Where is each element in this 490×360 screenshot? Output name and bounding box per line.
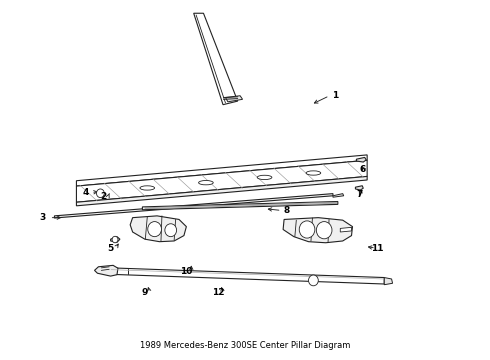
Text: 9: 9 bbox=[142, 288, 148, 297]
Text: 7: 7 bbox=[357, 190, 363, 199]
Text: 1989 Mercedes-Benz 300SE Center Pillar Diagram: 1989 Mercedes-Benz 300SE Center Pillar D… bbox=[140, 341, 350, 350]
Polygon shape bbox=[356, 157, 366, 162]
Ellipse shape bbox=[140, 186, 155, 190]
Text: 11: 11 bbox=[370, 244, 383, 253]
Polygon shape bbox=[340, 227, 351, 232]
Ellipse shape bbox=[148, 222, 161, 237]
Ellipse shape bbox=[317, 222, 332, 239]
Polygon shape bbox=[94, 187, 107, 198]
Ellipse shape bbox=[309, 275, 318, 286]
Polygon shape bbox=[95, 265, 118, 276]
Polygon shape bbox=[355, 186, 363, 190]
Text: 5: 5 bbox=[107, 244, 114, 253]
Text: 2: 2 bbox=[100, 192, 106, 201]
Ellipse shape bbox=[299, 221, 315, 238]
Polygon shape bbox=[54, 194, 333, 218]
Text: 12: 12 bbox=[212, 288, 224, 297]
Polygon shape bbox=[130, 216, 186, 242]
Text: 4: 4 bbox=[83, 188, 89, 197]
Ellipse shape bbox=[165, 224, 176, 237]
Ellipse shape bbox=[306, 171, 321, 175]
Text: 1: 1 bbox=[332, 91, 339, 100]
Polygon shape bbox=[111, 237, 120, 242]
Text: 3: 3 bbox=[39, 213, 46, 222]
Polygon shape bbox=[225, 96, 243, 102]
Polygon shape bbox=[143, 202, 338, 210]
Polygon shape bbox=[76, 176, 367, 206]
Polygon shape bbox=[333, 194, 343, 197]
Polygon shape bbox=[283, 218, 352, 243]
Ellipse shape bbox=[198, 180, 213, 185]
Text: 6: 6 bbox=[359, 165, 366, 174]
Polygon shape bbox=[111, 268, 384, 284]
Polygon shape bbox=[76, 155, 367, 186]
Polygon shape bbox=[194, 13, 238, 105]
Polygon shape bbox=[76, 160, 367, 202]
Text: 10: 10 bbox=[180, 267, 193, 276]
Ellipse shape bbox=[97, 189, 104, 198]
Text: 8: 8 bbox=[283, 206, 290, 215]
Ellipse shape bbox=[112, 236, 118, 243]
Polygon shape bbox=[86, 186, 94, 191]
Polygon shape bbox=[384, 278, 392, 285]
Ellipse shape bbox=[257, 175, 272, 180]
